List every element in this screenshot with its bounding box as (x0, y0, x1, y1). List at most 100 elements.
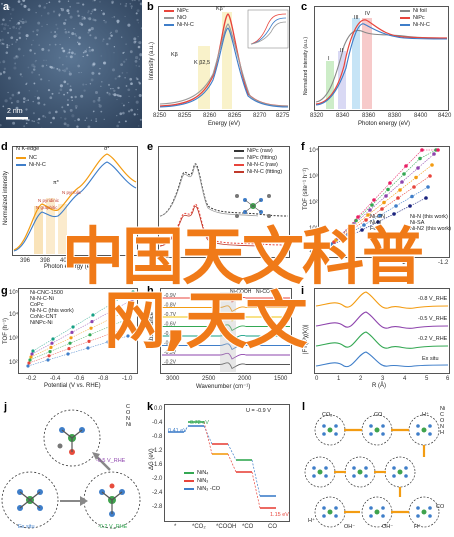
xtick-k-1: *CO₂ (192, 524, 206, 530)
atom-dot (71, 32, 75, 36)
atom-dot (93, 110, 95, 113)
atom-dot (116, 99, 118, 101)
n-atom (404, 466, 408, 470)
atom-dot (86, 54, 89, 57)
element-n: N (126, 416, 130, 422)
atom-dot (93, 63, 96, 66)
atom-dot (48, 111, 52, 115)
peak-sigma: σ* (104, 146, 110, 152)
atom-dot (2, 42, 5, 46)
atom-dot (11, 101, 13, 104)
data-point (88, 333, 92, 337)
arrow-right (60, 496, 88, 506)
atom-dot (0, 24, 2, 26)
atom-dot (71, 99, 73, 102)
panel-l: l Ni C O N H CO₂ CO H⁺ H⁺ OH⁻ OH⁻ H⁺ CO (300, 400, 454, 537)
atom-dot (87, 125, 91, 128)
data-point (67, 347, 71, 351)
atom-dot (50, 66, 53, 69)
atom-dot (56, 35, 57, 37)
species-h-left: H⁺ (308, 518, 315, 524)
peak-graphitic: N graphitic (36, 205, 58, 210)
n-atom (428, 432, 432, 436)
n-atom (428, 506, 432, 510)
atom-dot (9, 27, 11, 30)
atom-dot (17, 0, 21, 3)
atom-dot (119, 112, 123, 116)
atom-dot (131, 0, 134, 2)
atom-dot (90, 119, 92, 121)
legend-f-6: Ni-N2 (this work) (410, 226, 451, 232)
n-atom (324, 466, 328, 470)
atom-dot (36, 33, 38, 36)
atom-dot (138, 41, 142, 45)
atom-dot (6, 44, 9, 46)
atom-dot (56, 68, 59, 70)
atom-dot (91, 71, 95, 75)
watermark-line-2: 网,天文 (103, 283, 309, 358)
xtick-c-4: 8400 (414, 113, 428, 119)
data-point (394, 204, 398, 208)
atom-dot (17, 21, 21, 25)
peak-pyridinic: N pyridinic (38, 198, 60, 203)
xtick-i-3: 3 (381, 376, 385, 382)
atom-dot (113, 93, 117, 97)
panel-e: e NiPc (raw) NiPc (fitting) Ni-N-C (raw)… (146, 140, 296, 270)
ytick-k-6: -2.4 (152, 490, 163, 496)
data-point (396, 196, 400, 200)
data-point (90, 320, 94, 324)
curve-label-exsitu: Ex situ (422, 356, 439, 362)
atom-dot (60, 117, 62, 119)
xlabel-h: Wavenumber (cm⁻¹) (196, 384, 251, 390)
atom-dot (46, 23, 48, 26)
n-atom (416, 432, 420, 436)
atom-dot (111, 0, 114, 4)
atom-dot (137, 81, 141, 84)
atom-dot (24, 20, 28, 24)
atom-dot (117, 94, 120, 97)
atom-dot (140, 27, 142, 30)
atom-dot (127, 23, 131, 27)
atom-dot (110, 31, 112, 34)
xtick-c-1: 8340 (336, 113, 350, 119)
data-point (47, 354, 51, 358)
atom-dot (63, 21, 66, 25)
atom-dot (36, 96, 40, 100)
atom-dot (101, 10, 103, 12)
atom-dot (92, 18, 95, 21)
atom-dot (139, 118, 142, 121)
atom-dot (76, 125, 79, 128)
data-point (69, 336, 73, 340)
atom-dot (45, 59, 47, 62)
atom-dot (83, 89, 86, 92)
nipc-curve-c (315, 19, 448, 105)
atom-dot (98, 72, 101, 75)
ir-spectrum-line (162, 305, 290, 313)
xtick-h-2: 2000 (238, 376, 252, 382)
atom-dot (46, 64, 48, 66)
atom-dot (71, 96, 73, 99)
data-point (376, 220, 380, 224)
mechanism-cycle (304, 414, 440, 528)
ir-spectrum-line (162, 362, 290, 370)
atom-dot (62, 109, 65, 112)
atom-dot (36, 119, 38, 121)
atom-dot (135, 100, 139, 104)
n-atom (322, 506, 326, 510)
species-co-top: CO (374, 412, 383, 418)
atom-dot (21, 75, 23, 78)
atom-dot (66, 123, 70, 127)
atom-dot (69, 55, 73, 59)
ytick-k-2: -0.8 (152, 434, 163, 440)
atom-dot (128, 101, 130, 104)
atom-dot (55, 23, 58, 26)
data-point (106, 340, 110, 344)
ytick-k-5: -2.0 (152, 476, 163, 482)
atom-dot (0, 61, 1, 64)
legend-c-nipc: NiPc (400, 15, 425, 21)
atom-dot (81, 15, 84, 18)
atom-dot (111, 2, 114, 5)
atom-dot (134, 96, 136, 98)
atom-dot (82, 51, 85, 54)
atom-dot (68, 51, 71, 54)
